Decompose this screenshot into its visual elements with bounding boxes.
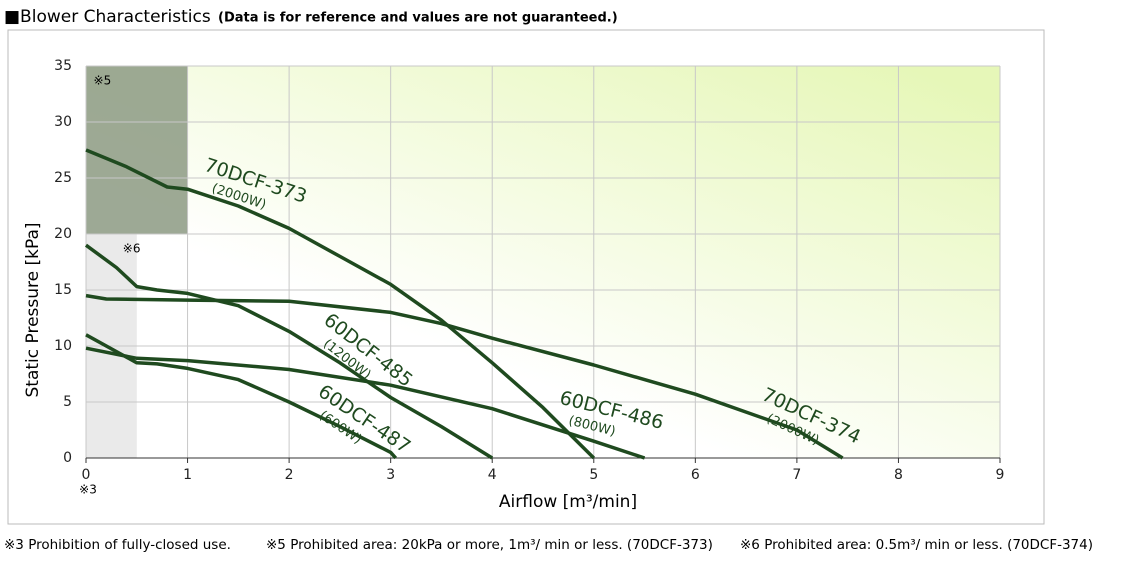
x-axis-label: Airflow [m³/min] xyxy=(499,492,637,512)
series-line xyxy=(84,243,494,460)
y-tick-label: 20 xyxy=(54,226,72,242)
region-label: ※5 xyxy=(94,74,112,88)
y-tick-label: 15 xyxy=(54,282,72,298)
x-tick-label: 6 xyxy=(691,467,700,483)
y-tick-label: 25 xyxy=(54,170,72,186)
series-line xyxy=(85,148,596,460)
x-tick-label: 2 xyxy=(285,467,294,483)
x-tick-label: 3 xyxy=(386,467,395,483)
y-tick-label: 30 xyxy=(54,114,72,130)
x-tick-label: 8 xyxy=(894,467,903,483)
x-tick-label: 5 xyxy=(589,467,598,483)
footnote: ※6 Prohibited area: 0.5m³/ min or less. … xyxy=(740,537,1093,553)
y-tick-label: 10 xyxy=(54,338,72,354)
series-line xyxy=(85,293,844,460)
x-tick-label: 0 xyxy=(82,467,91,483)
x-tick-label: 9 xyxy=(996,467,1005,483)
x-tick-label: 4 xyxy=(488,467,497,483)
zero-note: ※3 xyxy=(79,483,97,497)
y-axis-label: Static Pressure [kPa] xyxy=(23,222,43,397)
footnote: ※3 Prohibition of fully-closed use. xyxy=(4,537,231,553)
series-line xyxy=(85,333,398,460)
x-tick-label: 7 xyxy=(792,467,801,483)
y-tick-label: 0 xyxy=(63,450,72,466)
region-label: ※6 xyxy=(123,242,141,256)
chart-subtitle: (Data is for reference and values are no… xyxy=(218,11,618,26)
prohibited-area xyxy=(86,66,188,234)
footnotes: ※3 Prohibition of fully-closed use. ※5 Pr… xyxy=(4,537,1093,553)
chart-title: ■Blower Characteristics xyxy=(4,7,211,27)
chart-frame xyxy=(7,29,1045,525)
y-tick-label: 35 xyxy=(54,58,72,74)
plot-area xyxy=(86,66,1000,458)
y-tick-label: 5 xyxy=(63,394,72,410)
series-line xyxy=(85,346,646,460)
footnote: ※5 Prohibited area: 20kPa or more, 1m³/ … xyxy=(266,537,713,553)
x-tick-label: 1 xyxy=(183,467,192,483)
